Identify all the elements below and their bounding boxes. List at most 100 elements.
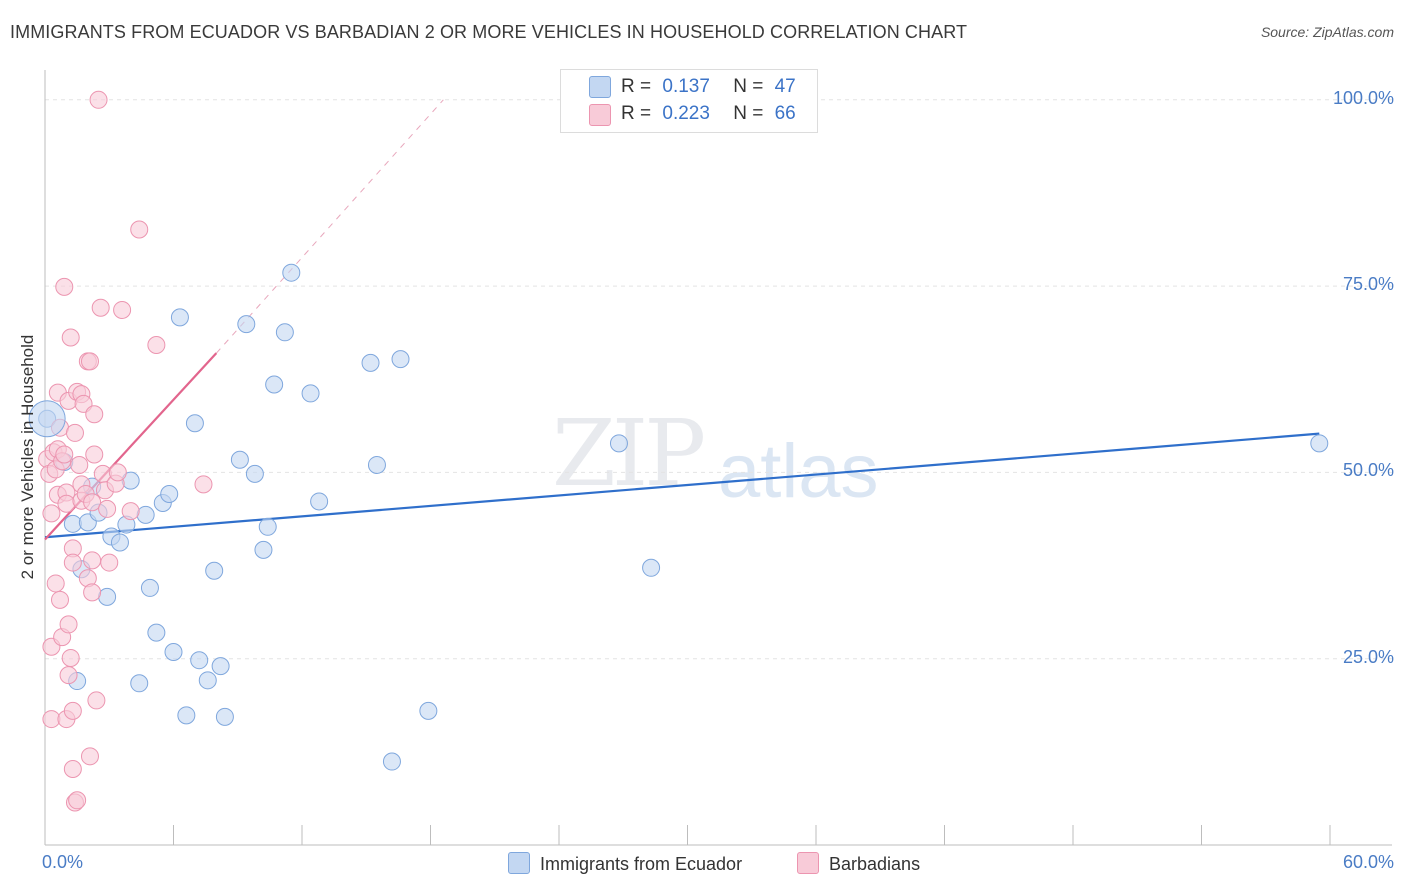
point-ecuador bbox=[609, 434, 628, 453]
point-barbadians bbox=[85, 445, 104, 464]
point-ecuador bbox=[361, 353, 380, 372]
point-ecuador bbox=[301, 384, 320, 403]
y-tick-label: 75.0% bbox=[1342, 274, 1394, 295]
point-ecuador bbox=[28, 400, 66, 438]
legend-n-value: 47 bbox=[774, 76, 796, 97]
point-barbadians bbox=[83, 493, 102, 512]
point-barbadians bbox=[55, 445, 74, 464]
point-ecuador bbox=[230, 450, 249, 469]
point-ecuador bbox=[254, 540, 273, 559]
point-barbadians bbox=[194, 475, 213, 494]
chart-title: IMMIGRANTS FROM ECUADOR VS BARBADIAN 2 O… bbox=[10, 22, 968, 42]
point-barbadians bbox=[70, 455, 89, 474]
trend-line-ecuador bbox=[44, 432, 1320, 539]
legend-row-ecuador: R = 0.137 N = 47 bbox=[621, 76, 796, 98]
y-tick-label: 100.0% bbox=[1332, 87, 1394, 108]
point-barbadians bbox=[130, 220, 149, 239]
point-barbadians bbox=[61, 328, 80, 347]
point-barbadians bbox=[55, 277, 74, 296]
bottom-legend-swatch-ecuador bbox=[508, 852, 530, 874]
bottom-legend-label-barbadians: Barbadians bbox=[829, 854, 921, 874]
legend-r-label: R = bbox=[621, 76, 652, 97]
point-barbadians bbox=[46, 574, 65, 593]
x-tick-label-min: 0.0% bbox=[42, 852, 84, 872]
point-barbadians bbox=[80, 352, 99, 371]
point-ecuador bbox=[275, 323, 294, 342]
point-barbadians bbox=[61, 648, 80, 667]
point-ecuador bbox=[98, 587, 117, 606]
point-ecuador bbox=[1310, 434, 1329, 453]
point-barbadians bbox=[65, 423, 84, 442]
point-ecuador bbox=[63, 514, 82, 533]
point-barbadians bbox=[63, 701, 82, 720]
point-ecuador bbox=[190, 651, 209, 670]
point-barbadians bbox=[85, 405, 104, 424]
point-ecuador bbox=[258, 517, 277, 536]
legend-r-label: R = bbox=[621, 103, 652, 124]
bottom-legend-label-ecuador: Immigrants from Ecuador bbox=[540, 854, 743, 874]
source-label: Source: ZipAtlas.com bbox=[1260, 24, 1394, 40]
point-ecuador bbox=[140, 578, 159, 597]
legend-n-label: N = bbox=[733, 76, 764, 97]
point-ecuador bbox=[164, 642, 183, 661]
point-barbadians bbox=[63, 759, 82, 778]
point-barbadians bbox=[98, 499, 117, 518]
legend-n-label: N = bbox=[733, 103, 764, 124]
point-ecuador bbox=[198, 671, 217, 690]
point-ecuador bbox=[282, 263, 301, 282]
legend-row-barbadians: R = 0.223 N = 66 bbox=[621, 103, 796, 125]
point-barbadians bbox=[91, 298, 110, 317]
point-ecuador bbox=[310, 492, 329, 511]
trend-lines bbox=[44, 99, 1320, 541]
legend-r-value: 0.223 bbox=[662, 103, 710, 124]
point-barbadians bbox=[50, 590, 69, 609]
point-barbadians bbox=[113, 300, 132, 319]
point-barbadians bbox=[100, 553, 119, 572]
correlation-legend: R = 0.137 N = 47 R = 0.223 N = 66 bbox=[560, 69, 818, 133]
point-ecuador bbox=[136, 505, 155, 524]
y-tick-label: 50.0% bbox=[1342, 460, 1394, 481]
point-ecuador bbox=[147, 623, 166, 642]
point-barbadians bbox=[68, 791, 87, 810]
point-barbadians bbox=[121, 502, 140, 521]
bottom-legend-swatch-barbadians bbox=[797, 852, 819, 874]
point-barbadians bbox=[57, 494, 76, 513]
point-ecuador bbox=[211, 657, 230, 676]
point-ecuador bbox=[130, 674, 149, 693]
point-ecuador bbox=[177, 706, 196, 725]
point-ecuador bbox=[391, 350, 410, 369]
point-ecuador bbox=[237, 315, 256, 334]
point-ecuador bbox=[170, 308, 189, 327]
point-barbadians bbox=[83, 583, 102, 602]
point-barbadians bbox=[42, 504, 61, 523]
point-ecuador bbox=[215, 707, 234, 726]
point-ecuador bbox=[205, 561, 224, 580]
point-ecuador bbox=[185, 414, 204, 433]
legend-r-value: 0.137 bbox=[662, 76, 710, 97]
point-barbadians bbox=[63, 553, 82, 572]
trend-line-barbadians-extension bbox=[215, 99, 444, 354]
point-barbadians bbox=[83, 551, 102, 570]
point-barbadians bbox=[59, 666, 78, 685]
point-barbadians bbox=[59, 615, 78, 634]
point-ecuador bbox=[160, 485, 179, 504]
point-barbadians bbox=[89, 90, 108, 109]
x-tick-label-max: 60.0% bbox=[1342, 852, 1394, 872]
point-barbadians bbox=[87, 691, 106, 710]
point-ecuador bbox=[642, 558, 661, 577]
point-barbadians bbox=[80, 747, 99, 766]
point-ecuador bbox=[245, 464, 264, 483]
legend-n-value: 66 bbox=[774, 103, 796, 124]
point-barbadians bbox=[147, 335, 166, 354]
legend-swatch-ecuador bbox=[589, 76, 611, 98]
point-ecuador bbox=[419, 701, 438, 720]
point-ecuador bbox=[265, 375, 284, 394]
point-ecuador bbox=[382, 752, 401, 771]
bottom-legend-barbadians: Barbadians bbox=[797, 852, 920, 875]
point-ecuador bbox=[110, 533, 129, 552]
data-points bbox=[28, 90, 1329, 812]
y-axis-label: 2 or more Vehicles in Household bbox=[18, 334, 37, 580]
gridlines bbox=[45, 99, 1392, 660]
legend-swatch-barbadians bbox=[589, 104, 611, 126]
